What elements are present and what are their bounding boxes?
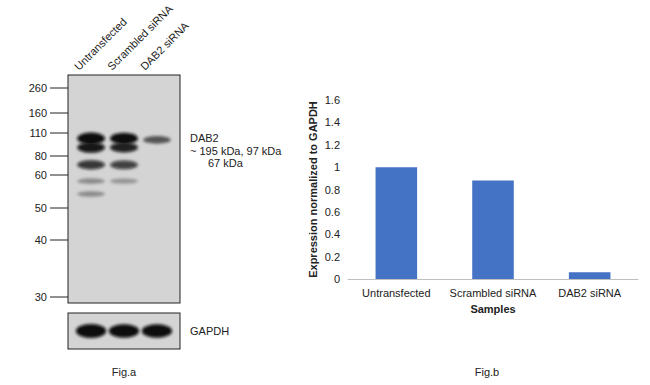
svg-text:60: 60 xyxy=(35,169,47,181)
svg-text:Samples: Samples xyxy=(470,303,515,315)
svg-text:30: 30 xyxy=(35,291,47,303)
svg-text:Scrambled siRNA: Scrambled siRNA xyxy=(104,2,175,73)
svg-text:67 kDa: 67 kDa xyxy=(208,157,244,169)
svg-text:DAB2 siRNA: DAB2 siRNA xyxy=(558,287,622,299)
svg-text:1.4: 1.4 xyxy=(325,116,340,128)
svg-text:Scrambled siRNA: Scrambled siRNA xyxy=(450,287,537,299)
svg-text:260: 260 xyxy=(29,82,47,94)
svg-text:110: 110 xyxy=(29,127,47,139)
svg-text:0.8: 0.8 xyxy=(325,184,340,196)
svg-text:50: 50 xyxy=(35,202,47,214)
svg-text:Untransfected: Untransfected xyxy=(72,15,129,73)
svg-text:DAB2 siRNA: DAB2 siRNA xyxy=(138,19,191,72)
svg-text:Untransfected: Untransfected xyxy=(362,287,430,299)
svg-text:1: 1 xyxy=(334,161,340,173)
svg-text:Fig.a: Fig.a xyxy=(112,366,137,378)
svg-text:0.6: 0.6 xyxy=(325,206,340,218)
svg-text:0.4: 0.4 xyxy=(325,228,340,240)
svg-text:DAB2: DAB2 xyxy=(190,132,219,144)
svg-text:160: 160 xyxy=(29,107,47,119)
svg-text:Fig.b: Fig.b xyxy=(475,366,499,378)
svg-text:1.6: 1.6 xyxy=(325,94,340,106)
svg-text:~ 195 kDa, 97 kDa: ~ 195 kDa, 97 kDa xyxy=(190,145,282,157)
svg-text:0: 0 xyxy=(334,273,340,285)
svg-text:0.2: 0.2 xyxy=(325,251,340,263)
svg-text:80: 80 xyxy=(35,150,47,162)
svg-text:40: 40 xyxy=(35,234,47,246)
svg-text:Expression normalized to GAPDH: Expression normalized to GAPDH xyxy=(307,101,319,278)
svg-text:1.2: 1.2 xyxy=(325,139,340,151)
svg-text:GAPDH: GAPDH xyxy=(190,325,229,337)
